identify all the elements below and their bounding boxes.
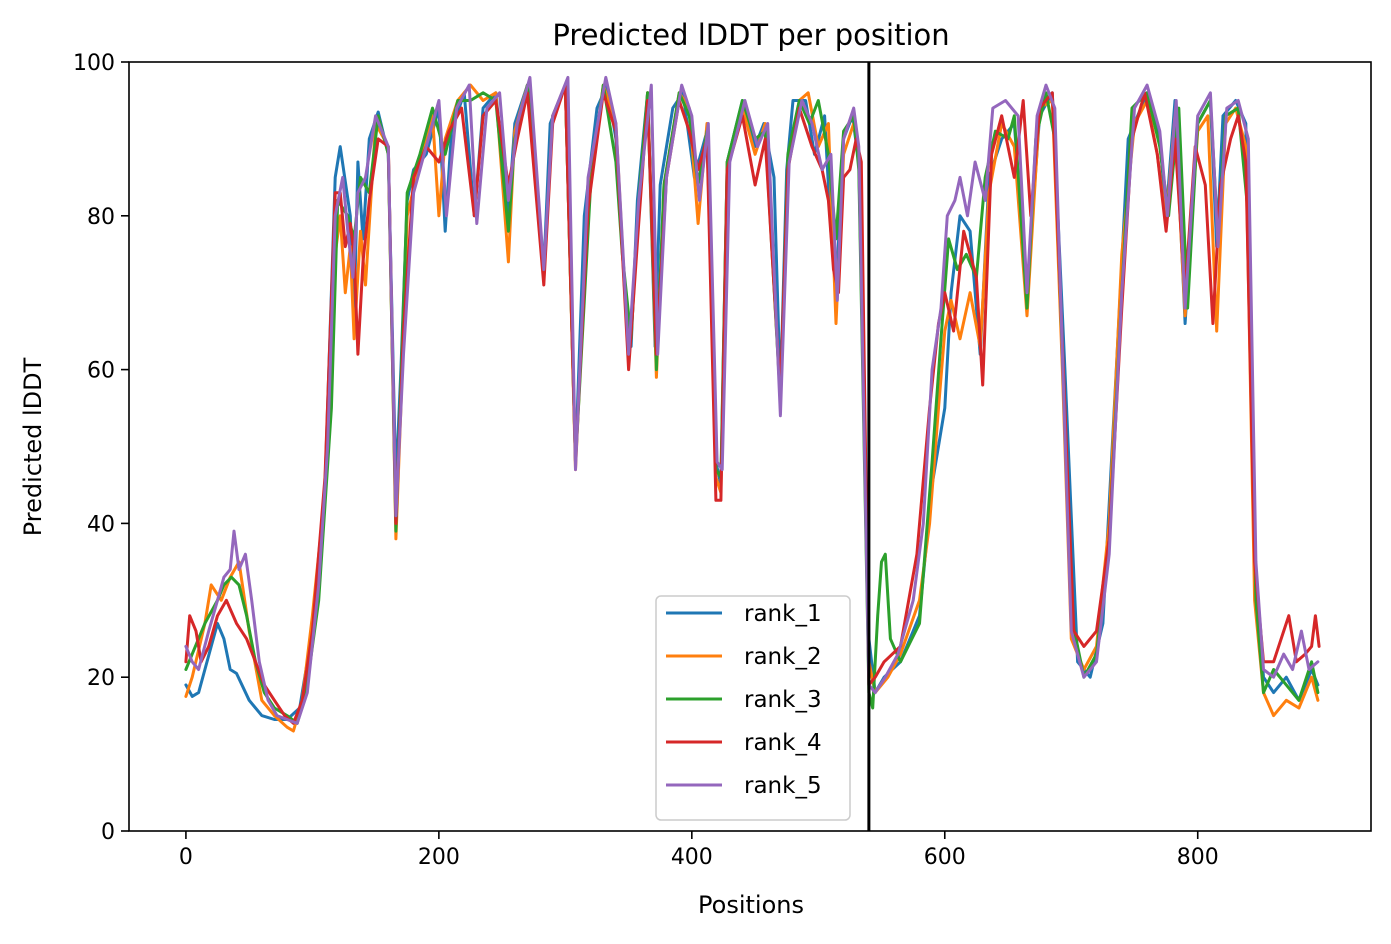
legend-box	[655, 595, 851, 821]
y-tick-label: 20	[87, 666, 115, 691]
legend-label: rank_5	[744, 773, 822, 799]
y-tick-label: 100	[73, 51, 115, 76]
legend-label: rank_3	[744, 687, 822, 713]
legend: rank_1 rank_2 rank_3 rank_4 rank_5	[655, 595, 851, 821]
x-tick-label: 800	[1177, 845, 1219, 870]
legend-label: rank_2	[744, 644, 822, 670]
legend-label: rank_4	[744, 730, 822, 756]
y-tick-label: 40	[87, 512, 115, 537]
y-tick-label: 0	[101, 820, 115, 845]
legend-label: rank_1	[744, 601, 822, 627]
x-axis-label: Positions	[698, 891, 804, 919]
x-tick-label: 600	[924, 845, 966, 870]
y-tick-label: 60	[87, 359, 115, 384]
series-line-rank-4	[184, 83, 1321, 725]
series-line-rank-5	[184, 75, 1320, 725]
y-tick-label: 80	[87, 205, 115, 230]
plot-frame	[128, 61, 1372, 832]
y-axis-label: Predicted lDDT	[19, 357, 47, 536]
x-tick-label: 400	[671, 845, 713, 870]
x-tick-label: 200	[418, 845, 460, 870]
x-tick-label: 0	[179, 845, 193, 870]
chart-title: Predicted lDDT per position	[552, 18, 949, 52]
